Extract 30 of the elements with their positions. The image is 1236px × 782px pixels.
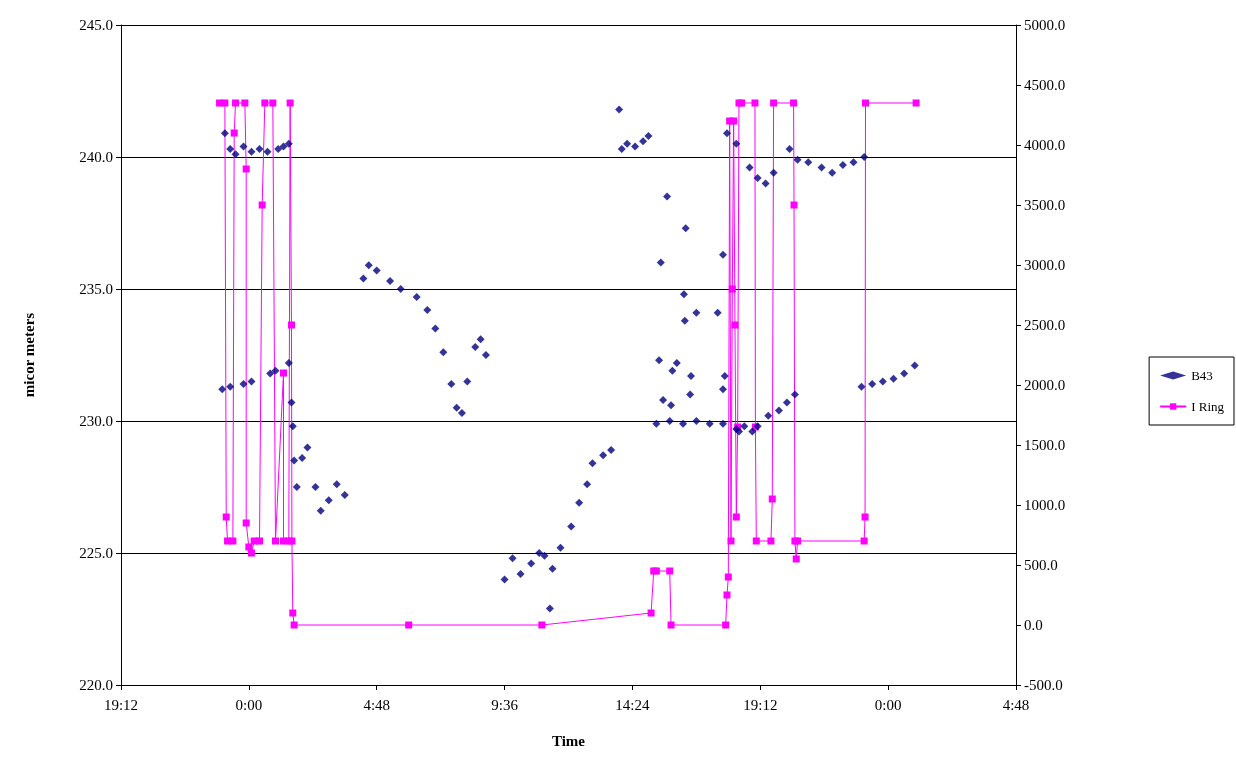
y2-tick-label: 1000.0 — [1024, 497, 1066, 513]
legend-label: I Ring — [1191, 399, 1225, 414]
y-axis-title: micor meters — [20, 312, 37, 398]
x-tick-label: 19:12 — [743, 696, 778, 713]
y2-tick-label: 4500.0 — [1024, 77, 1066, 93]
x-tick-label: 4:48 — [1002, 696, 1030, 713]
x-axis-title: Time — [551, 732, 586, 749]
y2-tick-label: 1500.0 — [1024, 437, 1066, 453]
x-tick-label: 14:24 — [615, 696, 651, 713]
y-tick-label: 230.0 — [79, 413, 113, 429]
y-tick-label: 225.0 — [79, 545, 113, 561]
x-tick-label: 4:48 — [363, 696, 391, 713]
y2-tick-label: 3500.0 — [1024, 197, 1066, 213]
y2-tick-label: 3000.0 — [1024, 257, 1066, 273]
legend-label: B43 — [1191, 368, 1213, 383]
x-tick-label: 0:00 — [874, 696, 902, 713]
y2-tick-label: 4000.0 — [1024, 137, 1066, 153]
y-tick-label: 240.0 — [79, 149, 113, 165]
x-tick-label: 0:00 — [235, 696, 263, 713]
y2-tick-label: 0.0 — [1024, 617, 1043, 633]
x-tick-label: 19:12 — [103, 696, 139, 713]
y-tick-label: 235.0 — [79, 281, 113, 297]
y-tick-label: 245.0 — [79, 17, 113, 33]
x-tick-label: 9:36 — [491, 696, 519, 713]
y-tick-label: 220.0 — [79, 677, 113, 693]
y2-tick-label: 2000.0 — [1024, 377, 1066, 393]
y2-tick-label: 500.0 — [1024, 557, 1058, 573]
y2-tick-label: 2500.0 — [1024, 317, 1066, 333]
y2-tick-label: 5000.0 — [1024, 17, 1066, 33]
y2-tick-label: -500.0 — [1024, 677, 1063, 693]
